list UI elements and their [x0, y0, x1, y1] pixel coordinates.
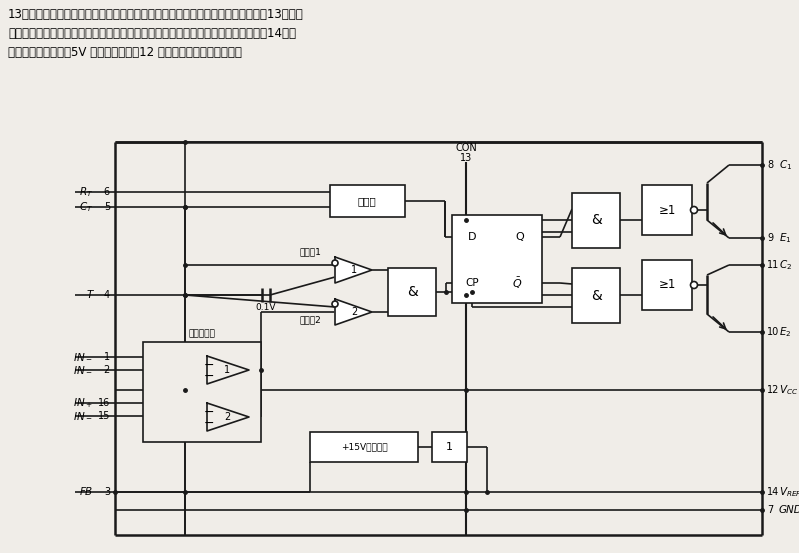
Text: −: −	[204, 369, 214, 383]
Bar	[143, 342, 261, 442]
Circle shape	[332, 260, 338, 266]
Text: $V_{REF}$: $V_{REF}$	[779, 485, 799, 499]
Text: 9: 9	[767, 233, 773, 243]
Text: 15: 15	[97, 411, 110, 421]
Text: $C_2$: $C_2$	[779, 258, 792, 272]
Text: 比较器1: 比较器1	[299, 248, 321, 257]
Text: $R_T$: $R_T$	[79, 185, 93, 199]
Text: −: −	[204, 358, 214, 372]
Text: 0.1V: 0.1V	[256, 304, 276, 312]
Text: CP: CP	[465, 278, 479, 288]
Text: $IN_+$: $IN_+$	[74, 396, 93, 410]
Circle shape	[690, 206, 698, 213]
Text: FB: FB	[80, 487, 93, 497]
Text: 1: 1	[104, 352, 110, 362]
Polygon shape	[335, 257, 372, 283]
Bar	[572, 268, 620, 323]
Bar	[642, 260, 692, 310]
Text: 4: 4	[104, 290, 110, 300]
Text: $E_1$: $E_1$	[779, 231, 792, 245]
Bar	[642, 185, 692, 235]
Text: $C_T$: $C_T$	[79, 200, 93, 214]
Polygon shape	[335, 299, 372, 325]
Bar	[330, 185, 405, 217]
Bar	[432, 432, 467, 462]
Text: &: &	[590, 289, 602, 302]
Text: $V_{CC}$: $V_{CC}$	[779, 383, 798, 397]
Text: 5: 5	[104, 202, 110, 212]
Polygon shape	[207, 403, 249, 431]
Text: 2: 2	[351, 307, 357, 317]
Text: $E_2$: $E_2$	[779, 325, 791, 339]
Text: &: &	[407, 285, 417, 299]
Text: 13脚为高电平时，两个内部驱动晶体管交替导通，用于控制变换器的两个开关管；13脚为低
电平时，两个内部驱动晶体管同时导通或截止，此时只能控制变换器的一个开关管；: 13脚为高电平时，两个内部驱动晶体管交替导通，用于控制变换器的两个开关管；13脚…	[8, 8, 304, 59]
Circle shape	[690, 281, 698, 289]
Text: 1: 1	[224, 365, 230, 375]
Text: 10: 10	[767, 327, 779, 337]
Text: 16: 16	[97, 398, 110, 408]
Text: 1: 1	[351, 265, 357, 275]
Text: $IN_-$: $IN_-$	[74, 411, 93, 421]
Polygon shape	[207, 356, 249, 384]
Text: 误差放大器: 误差放大器	[189, 330, 216, 338]
Text: $IN_-$: $IN_-$	[74, 365, 93, 375]
Text: 振荡器: 振荡器	[358, 196, 376, 206]
Text: 13: 13	[460, 153, 472, 163]
Text: 2: 2	[104, 365, 110, 375]
Bar	[310, 432, 418, 462]
Text: 6: 6	[104, 187, 110, 197]
Text: 7: 7	[767, 505, 773, 515]
Text: D: D	[467, 232, 476, 242]
Bar	[572, 193, 620, 248]
Text: $C_1$: $C_1$	[779, 158, 793, 172]
Text: ≥1: ≥1	[658, 279, 676, 291]
Text: Q: Q	[515, 232, 524, 242]
Text: T: T	[86, 290, 93, 300]
Bar	[452, 215, 542, 303]
Text: ≥1: ≥1	[658, 204, 676, 217]
Text: 14: 14	[767, 487, 779, 497]
Text: 1: 1	[446, 442, 453, 452]
Text: &: &	[590, 213, 602, 227]
Text: 比较器2: 比较器2	[299, 316, 321, 325]
Text: +15V基准电源: +15V基准电源	[340, 442, 388, 451]
Text: 3: 3	[104, 487, 110, 497]
Text: $\bar{Q}$: $\bar{Q}$	[512, 275, 523, 290]
Text: 11: 11	[767, 260, 779, 270]
Text: −: −	[204, 405, 214, 419]
Text: 2: 2	[224, 412, 230, 422]
Text: $IN_-$: $IN_-$	[74, 352, 93, 362]
Text: GND: GND	[779, 505, 799, 515]
Text: CON: CON	[455, 143, 477, 153]
Text: −: −	[204, 416, 214, 430]
Text: 12: 12	[767, 385, 779, 395]
Text: 8: 8	[767, 160, 773, 170]
Bar	[388, 268, 436, 316]
Circle shape	[332, 301, 338, 307]
